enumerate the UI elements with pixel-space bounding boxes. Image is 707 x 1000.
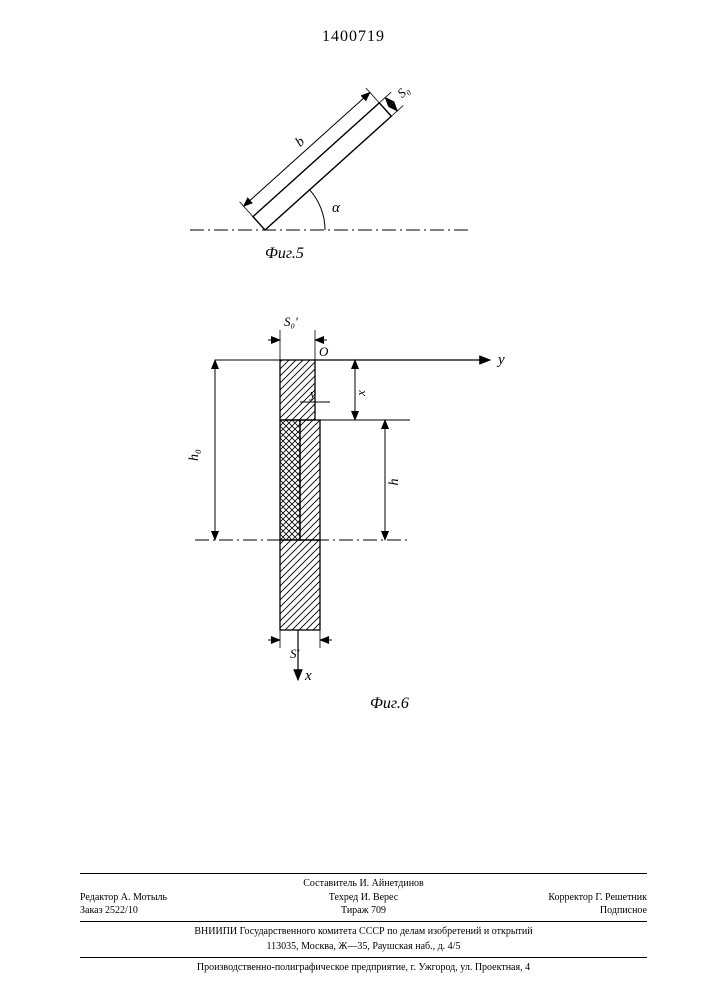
figure-5-svg: b S₀ α [180,60,480,260]
footer-subscription: Подписное [458,904,647,918]
footer-org: ВНИИПИ Государственного комитета СССР по… [80,925,647,939]
label-y-axis: y [496,352,505,368]
label-s0p: S₀′ [284,314,298,329]
label-alpha: α [332,200,341,216]
label-O: O [319,344,329,359]
footer-tech: Техред И. Верес [269,891,458,905]
label-x-inner: x [353,390,368,397]
figure-5-caption: Фиг.5 [265,245,304,263]
footer-compiler: Составитель И. Айнетдинов [269,877,458,891]
footer-addr2: Производственно-полиграфическое предприя… [80,961,647,975]
label-h0: h₀ [187,449,202,461]
label-s0: S₀ [394,82,412,101]
label-h: h [387,479,402,486]
footer-editor: Редактор А. Мотыль [80,891,269,905]
figure-5: b S₀ α [180,60,480,260]
figure-6-svg: y O x S₀′ S′ h₀ [160,300,520,690]
figure-6-caption: Фиг.6 [370,695,409,713]
figure-6: y O x S₀′ S′ h₀ [160,300,520,690]
footer: Составитель И. Айнетдинов Редактор А. Мо… [80,870,647,974]
doc-number: 1400719 [0,28,707,46]
footer-printrun: Тираж 709 [269,904,458,918]
footer-order: Заказ 2522/10 [80,904,269,918]
label-sp: S′ [290,646,300,661]
label-x-axis: x [304,668,312,684]
label-y-inner: y [308,386,316,401]
footer-corrector: Корректор Г. Решетник [458,891,647,905]
footer-addr1: 113035, Москва, Ж—35, Раушская наб., д. … [80,940,647,954]
label-b: b [293,134,308,150]
